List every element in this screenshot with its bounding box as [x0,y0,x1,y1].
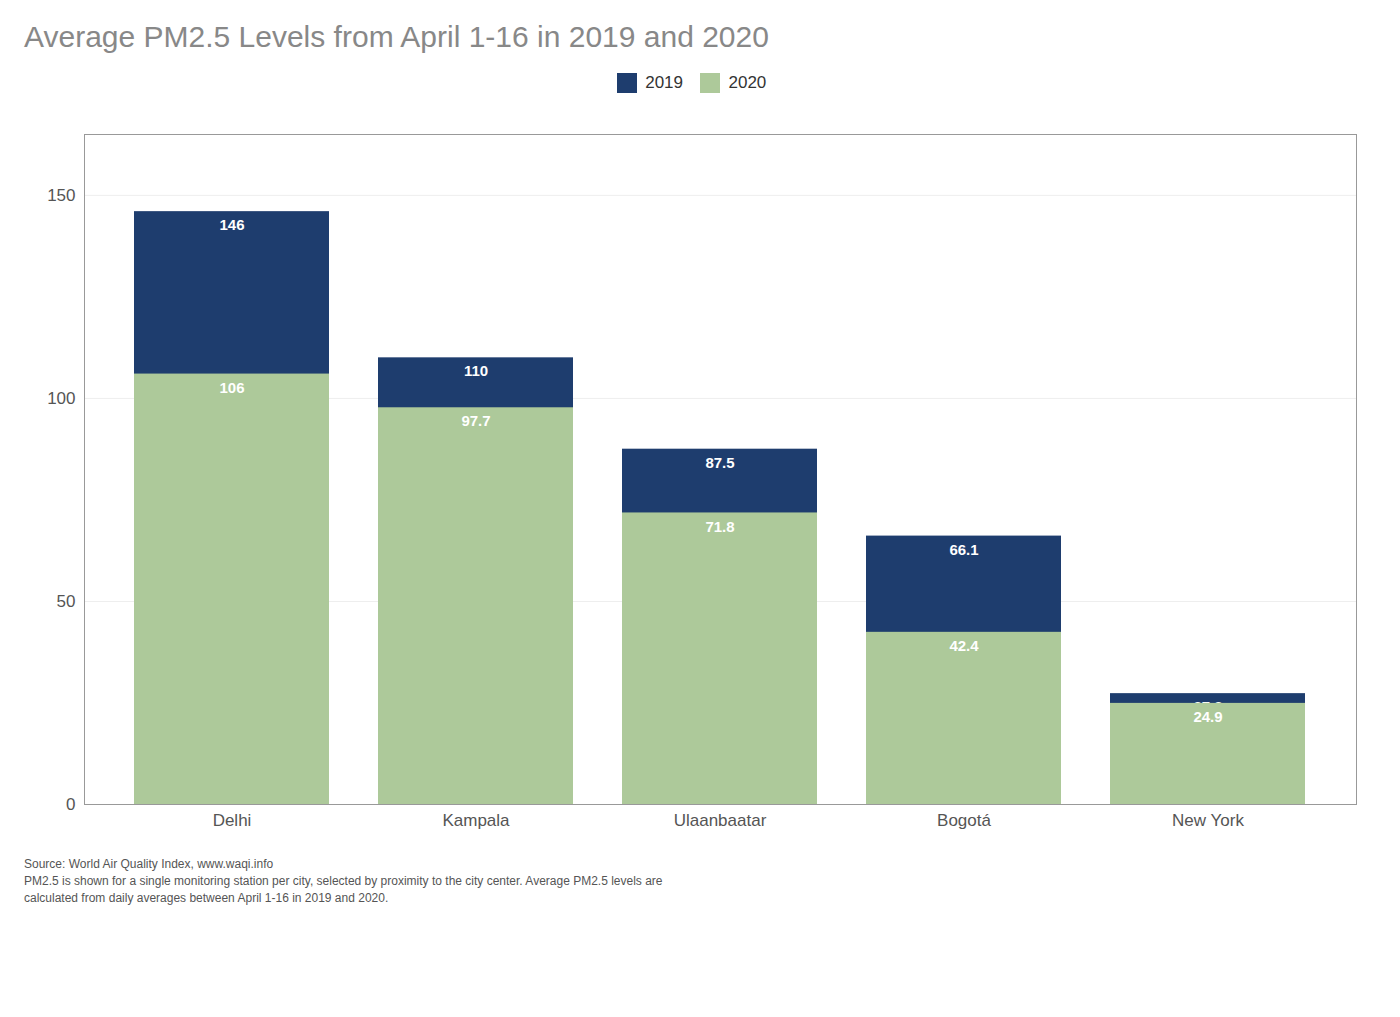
svg-text:146: 146 [219,216,244,233]
svg-text:71.8: 71.8 [705,517,734,534]
svg-text:110: 110 [464,362,488,379]
svg-text:66.1: 66.1 [949,540,978,557]
svg-text:Kampala: Kampala [442,810,510,829]
svg-text:100: 100 [47,388,75,407]
svg-text:0: 0 [66,794,75,813]
svg-text:24.9: 24.9 [1193,708,1222,725]
html-text:calculated from daily averages: calculated from daily averages between A… [24,890,389,905]
html-text:Average PM2.5 Levels from Apri: Average PM2.5 Levels from April 1-16 in … [24,20,769,53]
svg-text:97.7: 97.7 [461,412,490,429]
svg-text:150: 150 [47,185,75,204]
svg-text:87.5: 87.5 [705,453,734,470]
svg-text:Ulaanbaatar: Ulaanbaatar [674,810,767,829]
svg-text:Delhi: Delhi [213,810,252,829]
svg-text:Bogotá: Bogotá [937,810,991,829]
svg-text:42.4: 42.4 [949,636,979,653]
svg-text:50: 50 [57,591,76,610]
html-text:2020: 2020 [728,72,767,92]
html-text:2019: 2019 [645,72,683,92]
svg-text:New York: New York [1172,810,1244,829]
html-text:Source: World Air Quality Inde: Source: World Air Quality Index, www.waq… [24,856,274,871]
html-text:PM2.5 is shown for a single mo: PM2.5 is shown for a single monitoring s… [24,873,663,888]
svg-text:106: 106 [219,378,244,395]
